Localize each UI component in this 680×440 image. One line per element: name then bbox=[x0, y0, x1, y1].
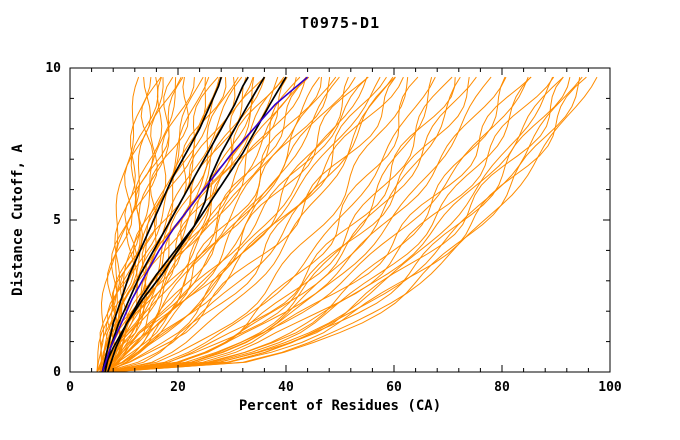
model-curve-orange bbox=[101, 76, 223, 373]
y-tick-label: 10 bbox=[45, 61, 61, 76]
model-curve-orange bbox=[102, 77, 470, 373]
model-curve-orange bbox=[105, 76, 507, 373]
y-tick-label: 5 bbox=[53, 213, 61, 228]
model-curve-orange bbox=[107, 77, 236, 373]
model-curve-orange bbox=[100, 77, 159, 373]
model-curve-orange bbox=[99, 76, 368, 373]
model-curve-orange bbox=[105, 76, 461, 373]
model-curve-orange bbox=[102, 77, 409, 373]
model-curve-black bbox=[101, 76, 287, 373]
model-curve-orange bbox=[102, 76, 571, 373]
x-tick-label: 40 bbox=[278, 380, 294, 395]
model-curve-orange bbox=[107, 77, 255, 373]
model-curve-orange bbox=[102, 76, 587, 373]
model-curve-orange bbox=[102, 76, 532, 373]
x-tick-label: 20 bbox=[170, 380, 186, 395]
model-curve-orange bbox=[107, 76, 297, 373]
model-curve-orange bbox=[102, 76, 307, 373]
model-curve-orange bbox=[104, 76, 356, 373]
model-curve-orange bbox=[107, 77, 581, 373]
y-tick-label: 0 bbox=[53, 365, 61, 380]
x-tick-label: 100 bbox=[598, 380, 622, 395]
model-curve-orange bbox=[107, 76, 394, 373]
model-curve-orange bbox=[101, 76, 287, 373]
chart-title: T0975-D1 bbox=[299, 14, 381, 32]
model-curve-orange bbox=[104, 77, 195, 373]
model-curve-orange bbox=[105, 76, 554, 373]
model-curve-orange bbox=[105, 76, 182, 373]
model-curve-orange bbox=[107, 76, 174, 373]
x-tick-label: 80 bbox=[494, 380, 510, 395]
model-curve-orange bbox=[99, 76, 288, 373]
model-curve-orange bbox=[107, 76, 310, 373]
model-curve-orange bbox=[107, 76, 404, 373]
model-curve-orange bbox=[107, 76, 564, 373]
model-curve-black bbox=[101, 76, 223, 373]
highlight-curves bbox=[101, 76, 287, 373]
model-curve-orange bbox=[104, 76, 307, 373]
axis-ticks bbox=[69, 67, 611, 373]
x-axis-label: Percent of Residues (CA) bbox=[238, 398, 442, 414]
x-tick-label: 0 bbox=[66, 380, 74, 395]
model-curve-black bbox=[104, 76, 249, 373]
model-curve-blue bbox=[101, 76, 309, 373]
model-curve-orange bbox=[96, 76, 210, 373]
model-curve-orange bbox=[110, 76, 598, 373]
x-tick-label: 60 bbox=[386, 380, 402, 395]
model-curve-orange bbox=[107, 76, 369, 373]
model-curve-orange bbox=[105, 76, 583, 373]
model-curve-orange bbox=[102, 76, 369, 373]
tick-labels: 0 20 40 60 80 100 0 5 10 bbox=[45, 61, 622, 395]
model-curve-orange bbox=[107, 76, 564, 373]
ensemble-curves bbox=[96, 76, 598, 373]
model-curve-orange bbox=[99, 77, 152, 373]
model-curve-orange bbox=[104, 76, 239, 373]
model-curve-orange bbox=[107, 76, 506, 373]
model-curve-orange bbox=[107, 76, 419, 373]
model-curve-orange bbox=[102, 76, 301, 373]
model-curve-orange bbox=[104, 76, 396, 373]
model-curve-orange bbox=[110, 76, 529, 373]
model-curve-orange bbox=[102, 76, 396, 373]
model-curve-orange bbox=[102, 76, 532, 373]
model-curve-orange bbox=[107, 76, 433, 373]
model-curve-orange bbox=[107, 76, 492, 373]
model-curve-orange bbox=[107, 77, 456, 373]
model-curve-orange bbox=[99, 76, 337, 373]
model-curve-orange bbox=[107, 76, 555, 373]
model-curve-orange bbox=[105, 76, 436, 373]
model-curve-orange bbox=[107, 76, 477, 373]
model-curve-orange bbox=[96, 76, 243, 373]
